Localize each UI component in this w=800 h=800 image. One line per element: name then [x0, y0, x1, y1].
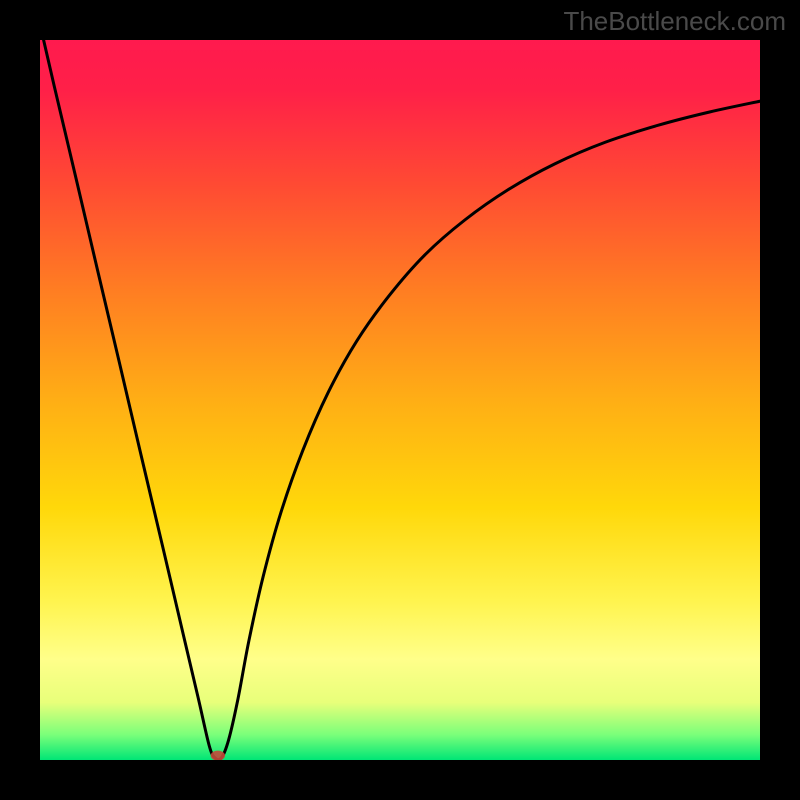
curve-layer: [40, 40, 760, 760]
watermark-text: TheBottleneck.com: [563, 6, 786, 37]
chart-frame: TheBottleneck.com: [0, 0, 800, 800]
bottleneck-curve: [44, 40, 760, 760]
plot-area: [40, 40, 760, 760]
